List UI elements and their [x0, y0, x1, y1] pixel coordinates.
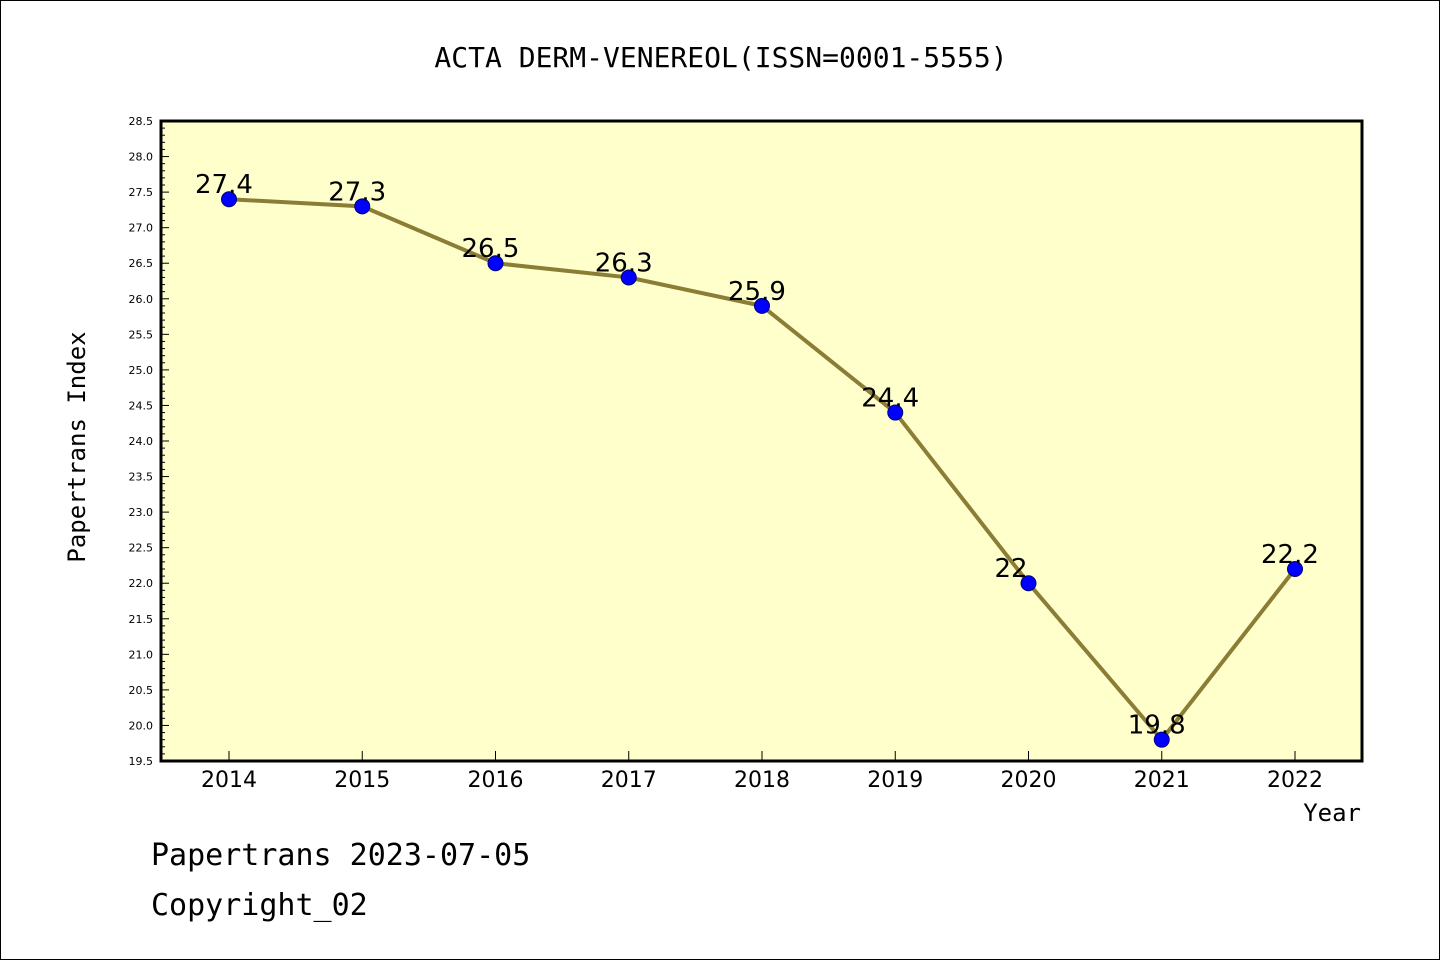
- y-tick-label: 21.0: [129, 648, 154, 661]
- y-axis: 19.5 20.0 20.5 21.0 21.5 22.0 22.5 23.0 23.5 24.0…: [129, 115, 169, 768]
- data-label: 25.9: [728, 277, 786, 307]
- x-tick-label: 2016: [468, 768, 524, 793]
- y-tick-label: 28.5: [129, 115, 154, 128]
- data-point: [887, 404, 904, 421]
- data-label: 22: [995, 554, 1028, 584]
- x-axis-title: Year: [1303, 799, 1361, 827]
- y-tick-label: 26.0: [129, 293, 154, 306]
- x-axis: 2014 2015 2016 2017 2018 2019 2020 2021 2022: [201, 751, 1323, 793]
- y-axis-title: Papertrans Index: [63, 331, 91, 562]
- y-tick-label: 28.0: [129, 151, 154, 164]
- data-label: 27.3: [328, 177, 386, 207]
- chart-title: ACTA DERM-VENEREOL(ISSN=0001-5555): [434, 41, 1007, 74]
- data-point: [620, 269, 637, 286]
- y-tick-label: 25.0: [129, 364, 154, 377]
- x-tick-label: 2015: [334, 768, 390, 793]
- data-label: 26.5: [462, 234, 520, 264]
- x-tick-label: 2017: [601, 768, 657, 793]
- y-tick-label: 22.5: [129, 542, 154, 555]
- y-tick-label: 20.5: [129, 684, 154, 697]
- y-tick-label: 22.0: [129, 577, 154, 590]
- data-point: [754, 297, 770, 314]
- x-tick-label: 2021: [1134, 768, 1190, 793]
- data-point: [487, 255, 504, 272]
- data-label: 26.3: [595, 248, 653, 278]
- data-label: 24.4: [861, 384, 919, 414]
- y-tick-label: 26.5: [129, 257, 154, 270]
- data-label: 27.4: [195, 170, 253, 200]
- footer-date: Papertrans 2023-07-05: [151, 838, 530, 873]
- y-tick-label: 27.0: [129, 222, 154, 235]
- x-tick-label: 2019: [867, 768, 923, 793]
- data-label: 19.8: [1128, 711, 1186, 741]
- x-tick-label: 2018: [734, 768, 790, 793]
- y-tick-label: 21.5: [129, 613, 154, 626]
- y-tick-label: 23.0: [129, 506, 154, 519]
- x-tick-label: 2020: [1001, 768, 1057, 793]
- y-tick-label: 24.5: [129, 399, 154, 412]
- data-point: [1153, 731, 1170, 748]
- y-tick-label: 27.5: [129, 186, 154, 199]
- footer-copyright: Copyright_02: [151, 888, 368, 923]
- data-point: [1020, 575, 1037, 592]
- x-tick-label: 2014: [201, 768, 257, 793]
- data-point: [1287, 561, 1303, 577]
- y-tick-label: 25.5: [129, 328, 154, 341]
- y-tick-label: 20.0: [129, 719, 154, 732]
- data-point: [221, 191, 237, 208]
- x-tick-label: 2022: [1267, 768, 1323, 793]
- data-point: [354, 198, 371, 215]
- data-label: 22.2: [1261, 540, 1319, 570]
- y-tick-label: 23.5: [129, 471, 154, 484]
- data-labels: 27.4 27.3 26.5 26.3 25.9 24.4 22 19.8 22.2: [195, 170, 1319, 740]
- y-tick-label: 24.0: [129, 435, 154, 448]
- plot-area: [159, 119, 1364, 763]
- data-points: [221, 191, 1303, 748]
- y-tick-label: 19.5: [129, 755, 154, 768]
